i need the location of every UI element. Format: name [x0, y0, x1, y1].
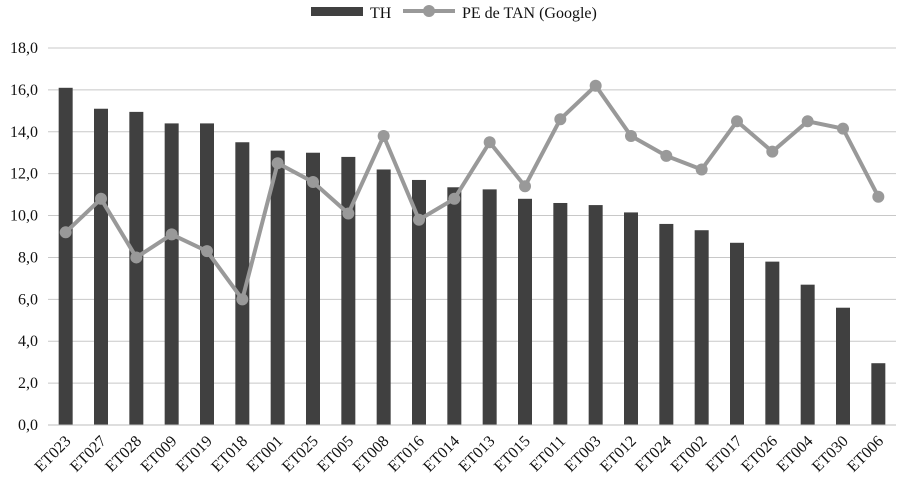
legend-marker-line: [423, 5, 435, 17]
line-point: [95, 192, 107, 205]
bar: [800, 284, 815, 425]
line-point: [554, 113, 567, 126]
y-tick-label: 12,0: [10, 166, 38, 183]
line-point: [766, 145, 779, 158]
x-tick-label: ET030: [809, 433, 852, 476]
y-axis-tick-labels: 0,0 2,0 4,0 6,0 8,0 10,0 12,0 14,0 16,0 18,0: [10, 40, 38, 434]
line-point: [731, 115, 743, 128]
x-tick-label: ET026: [738, 433, 781, 476]
bar-series: [58, 87, 886, 426]
x-tick-label: ET024: [632, 433, 675, 476]
x-tick-label: ET003: [562, 433, 605, 476]
x-tick-label: ET008: [350, 433, 393, 476]
x-tick-label: ET013: [456, 433, 499, 476]
bar: [694, 230, 709, 425]
line-point: [801, 115, 814, 128]
line-point: [307, 176, 319, 189]
line-point: [342, 207, 355, 220]
x-tick-label: ET015: [491, 433, 534, 476]
bar: [588, 205, 603, 425]
line-point: [589, 79, 602, 92]
x-tick-label: ET011: [527, 433, 569, 475]
line-point: [377, 129, 390, 142]
bar: [730, 242, 744, 425]
line-point: [837, 122, 849, 135]
line-point: [695, 163, 708, 176]
gridlines: [48, 47, 896, 384]
bar: [518, 198, 532, 425]
legend-swatch-bar: [311, 7, 363, 16]
y-tick-label: 10,0: [10, 208, 38, 225]
y-tick-label: 4,0: [18, 333, 38, 350]
y-tick-label: 0,0: [18, 417, 38, 434]
x-tick-label: ET027: [67, 433, 110, 476]
bar: [306, 152, 320, 425]
x-tick-label: ET017: [703, 433, 746, 476]
bar: [58, 87, 73, 426]
line-point: [519, 180, 531, 193]
bar: [659, 223, 674, 425]
bar: [412, 179, 426, 425]
bar: [624, 212, 638, 425]
x-axis-tick-labels: ET023ET027ET028ET009ET019ET018ET001ET025…: [32, 433, 887, 476]
x-tick-label: ET023: [32, 433, 75, 476]
line-point: [59, 226, 72, 239]
x-tick-label: ET005: [314, 433, 357, 476]
y-tick-label: 16,0: [10, 82, 38, 99]
bar: [164, 123, 179, 426]
line-point: [271, 157, 284, 170]
y-tick-label: 2,0: [18, 375, 38, 392]
series-line: [64, 83, 881, 302]
line-point: [448, 192, 461, 205]
y-tick-label: 18,0: [10, 40, 38, 57]
x-tick-label: ET001: [244, 433, 287, 476]
line-point: [483, 136, 496, 149]
bar: [447, 187, 462, 425]
line-point: [872, 190, 885, 203]
bar: [376, 169, 391, 425]
x-tick-label: ET012: [597, 433, 640, 476]
bar: [94, 108, 108, 425]
y-tick-label: 8,0: [18, 249, 38, 266]
line-series: [59, 79, 885, 306]
legend: TH PE de TAN (Google): [311, 5, 597, 22]
x-tick-label: ET028: [102, 433, 145, 476]
bar: [270, 150, 285, 425]
line-point: [625, 129, 637, 142]
bar: [482, 189, 497, 425]
line-point: [236, 293, 249, 306]
x-tick-label: ET025: [279, 433, 322, 476]
line-point: [660, 149, 673, 162]
bar: [871, 363, 886, 425]
line-point: [413, 213, 425, 226]
x-tick-label: ET016: [385, 433, 428, 476]
x-tick-label: ET006: [844, 433, 887, 476]
bar: [553, 202, 568, 425]
line-point: [130, 251, 143, 264]
legend-label-line: PE de TAN (Google): [462, 5, 597, 22]
bar: [129, 111, 144, 425]
x-tick-label: ET009: [138, 433, 181, 476]
line-point: [201, 245, 213, 258]
bar: [235, 142, 250, 425]
x-tick-label: ET002: [668, 433, 711, 476]
x-tick-label: ET019: [173, 433, 216, 476]
bar: [200, 123, 214, 426]
legend-label-bar: TH: [370, 5, 392, 22]
y-tick-label: 14,0: [10, 124, 38, 141]
line-point: [165, 228, 178, 241]
bar: [341, 156, 356, 425]
y-tick-label: 6,0: [18, 291, 38, 308]
x-tick-label: ET004: [774, 433, 817, 476]
x-tick-label: ET018: [208, 433, 251, 476]
bar: [765, 261, 780, 425]
bar: [836, 307, 850, 425]
x-tick-label: ET014: [420, 433, 463, 476]
